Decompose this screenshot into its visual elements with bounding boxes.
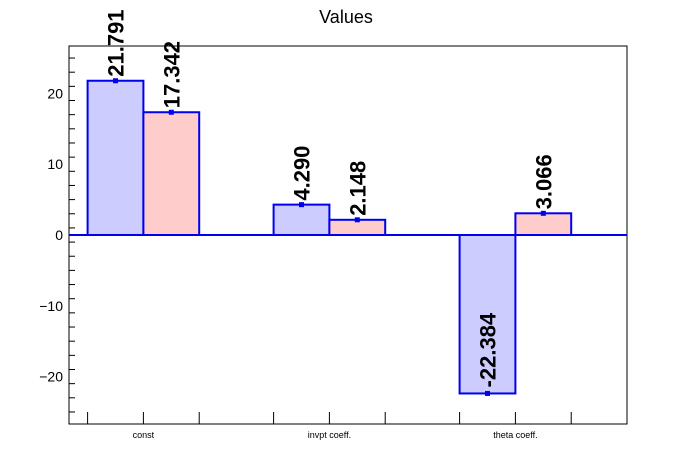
chart-title: Values xyxy=(319,7,373,27)
y-tick-label: −20 xyxy=(39,369,63,385)
bar-value-label: 3.066 xyxy=(531,154,556,209)
bar-1-invpt-coeff- xyxy=(272,203,331,236)
y-tick-label: −10 xyxy=(39,298,63,314)
bar-value-label: -22.384 xyxy=(476,312,501,387)
bar-2-theta-coeff- xyxy=(514,212,573,237)
x-category-label: const xyxy=(133,430,155,440)
y-tick-label: 10 xyxy=(47,156,63,172)
bar-1-const xyxy=(86,79,145,236)
bar-marker xyxy=(354,217,360,223)
y-tick-label: 20 xyxy=(47,85,63,101)
bar-marker xyxy=(540,210,546,216)
x-category-label: theta coeff. xyxy=(493,430,537,440)
bar-marker xyxy=(485,390,490,396)
bar-value-label: 4.290 xyxy=(290,146,315,201)
bar-1-theta-coeff- xyxy=(458,234,517,395)
bar-value-label: 2.148 xyxy=(345,161,370,216)
bar-marker xyxy=(113,78,118,84)
bar-value-label: 21.791 xyxy=(104,9,129,76)
bar-marker xyxy=(299,202,304,208)
x-category-label: invpt coeff. xyxy=(308,430,351,440)
y-tick-label: 0 xyxy=(55,227,63,243)
bar-marker xyxy=(168,109,174,115)
bar-2-const xyxy=(142,111,201,236)
bar-value-label: 17.342 xyxy=(159,41,184,108)
